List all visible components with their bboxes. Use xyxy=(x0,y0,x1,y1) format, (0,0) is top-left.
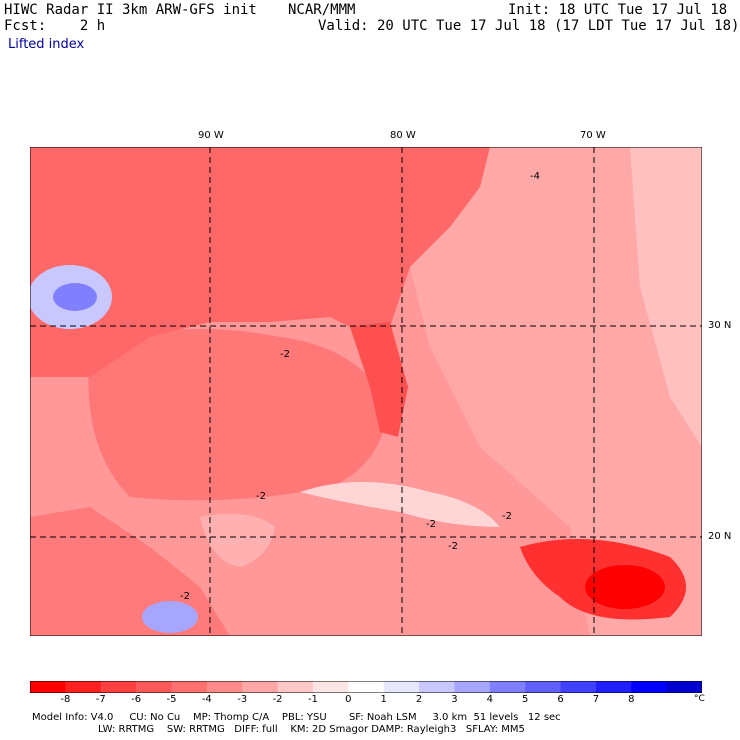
lon-label-90w: 90 W xyxy=(198,130,224,141)
lon-label-80w: 80 W xyxy=(390,130,416,141)
forecast-hour: Fcst: 2 h xyxy=(4,18,106,34)
contour-label: -2 xyxy=(502,511,512,522)
scale-swatch xyxy=(419,681,455,693)
scale-swatch xyxy=(454,681,491,693)
scale-tick-label: -7 xyxy=(95,694,106,705)
field-name: Lifted index xyxy=(8,37,85,52)
model-title: HIWC Radar II 3km ARW-GFS init xyxy=(4,2,257,18)
cuba-island xyxy=(300,482,500,527)
scale-tick-label: -1 xyxy=(307,694,318,705)
yucatan-land xyxy=(200,513,275,567)
east-atlantic-stable xyxy=(630,147,702,447)
scale-tick-label: -6 xyxy=(131,694,142,705)
stable-core-texas xyxy=(53,283,97,311)
scale-swatch xyxy=(312,681,349,693)
scale-swatch xyxy=(30,681,66,693)
scale-tick-label: -3 xyxy=(237,694,248,705)
caribbean-core xyxy=(585,565,665,609)
lifted-index-map: -2 -2 -2 -2 -2 -2 -4 xyxy=(30,147,702,636)
model-info-line2: LW: RRTMG SW: RRTMG DIFF: full KM: 2D Sm… xyxy=(98,724,525,735)
scale-tick-label: 0 xyxy=(345,694,352,705)
lon-label-70w: 70 W xyxy=(580,130,606,141)
contour-label: -2 xyxy=(280,349,290,360)
scale-tick-label: 5 xyxy=(521,694,529,705)
lat-label-30n: 30 N xyxy=(708,320,732,331)
scale-tick-label: 6 xyxy=(557,694,564,705)
scale-tick-label: -8 xyxy=(60,694,71,705)
model-info-line1: Model Info: V4.0 CU: No Cu MP: Thomp C/A… xyxy=(32,712,561,723)
scale-unit: °C xyxy=(694,694,705,704)
scale-tick-label: -5 xyxy=(166,694,177,705)
scale-swatch xyxy=(100,681,137,693)
scale-swatch xyxy=(136,681,172,693)
scale-swatch xyxy=(666,681,702,693)
scale-tick-label: 8 xyxy=(628,694,635,705)
contour-label: -2 xyxy=(180,591,190,602)
lat-label-20n: 20 N xyxy=(708,531,732,542)
scale-tick-label: 7 xyxy=(592,694,600,705)
scale-swatch xyxy=(348,681,385,693)
scale-tick-label: 3 xyxy=(451,694,458,705)
color-scale xyxy=(30,681,702,693)
scale-tick-label: -4 xyxy=(201,694,212,705)
contour-label: -4 xyxy=(530,171,540,182)
scale-swatch xyxy=(560,681,597,693)
stable-area-central-america xyxy=(142,601,198,633)
florida-land xyxy=(350,322,408,437)
scale-swatch xyxy=(206,681,243,693)
scale-swatch xyxy=(65,681,102,693)
scale-swatch xyxy=(595,681,632,693)
valid-time: Valid: 20 UTC Tue 17 Jul 18 (17 LDT Tue … xyxy=(318,18,740,34)
init-time: Init: 18 UTC Tue 17 Jul 18 xyxy=(508,2,728,18)
us-land xyxy=(30,147,490,377)
scale-tick-label: -2 xyxy=(272,694,283,705)
scale-swatch xyxy=(242,681,279,693)
contour-label: -2 xyxy=(448,541,458,552)
scale-swatch xyxy=(489,681,526,693)
scale-tick-label: 4 xyxy=(486,694,493,705)
scale-swatch xyxy=(171,681,208,693)
contour-label: -2 xyxy=(256,491,266,502)
scale-swatch xyxy=(383,681,420,693)
scale-swatch xyxy=(631,681,668,693)
scale-swatch xyxy=(277,681,314,693)
scale-tick-label: 2 xyxy=(415,694,423,705)
gulf-region xyxy=(88,329,390,501)
contour-label: -2 xyxy=(426,519,436,530)
scale-tick-label: 1 xyxy=(380,694,387,705)
atlantic-region xyxy=(410,147,702,636)
org-label: NCAR/MMM xyxy=(288,2,356,18)
scale-swatch xyxy=(525,681,562,693)
